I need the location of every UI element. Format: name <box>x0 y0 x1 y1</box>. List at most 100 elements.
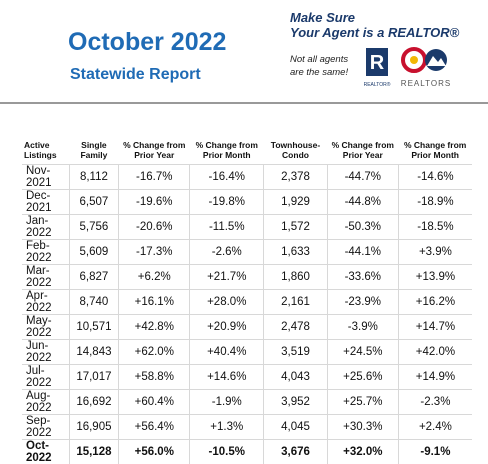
month-cell: Apr-2022 <box>22 290 69 315</box>
value-cell: -44.8% <box>327 190 398 215</box>
value-cell: -18.5% <box>398 215 472 240</box>
value-cell: 3,519 <box>264 340 328 365</box>
divider <box>0 102 488 104</box>
value-cell: -10.5% <box>190 440 264 464</box>
value-cell: -18.9% <box>398 190 472 215</box>
value-cell: -11.5% <box>190 215 264 240</box>
value-cell: 1,633 <box>264 240 328 265</box>
tagline: Make Sure <box>290 10 355 25</box>
month-cell: Sep-2022 <box>22 415 69 440</box>
value-cell: -23.9% <box>327 290 398 315</box>
co-logo <box>410 56 418 64</box>
value-cell: -33.6% <box>327 265 398 290</box>
value-cell: 14,843 <box>69 340 119 365</box>
value-cell: 6,507 <box>69 190 119 215</box>
month-cell: Dec-2021 <box>22 190 69 215</box>
value-cell: +21.7% <box>190 265 264 290</box>
value-cell: +14.7% <box>398 315 472 340</box>
value-cell: +13.9% <box>398 265 472 290</box>
tagline: Your Agent is a REALTOR® <box>290 25 459 40</box>
value-cell: -44.7% <box>327 165 398 190</box>
month-cell: May-2022 <box>22 315 69 340</box>
value-cell: -2.6% <box>190 240 264 265</box>
note: are the same! <box>290 67 348 78</box>
value-cell: +14.9% <box>398 365 472 390</box>
value-cell: +25.7% <box>327 390 398 415</box>
value-cell: +20.9% <box>190 315 264 340</box>
note: Not all agents <box>290 54 348 65</box>
subtitle: Statewide Report <box>70 66 201 84</box>
month-cell: Nov-2021 <box>22 165 69 190</box>
value-cell: 1,572 <box>264 215 328 240</box>
value-cell: -44.1% <box>327 240 398 265</box>
value-cell: 16,692 <box>69 390 119 415</box>
value-cell: 2,161 <box>264 290 328 315</box>
value-cell: -2.3% <box>398 390 472 415</box>
column-header: % Change from Prior Year <box>327 118 398 165</box>
value-cell: +16.2% <box>398 290 472 315</box>
value-cell: 4,045 <box>264 415 328 440</box>
value-cell: -1.9% <box>190 390 264 415</box>
logo-letter: R <box>370 52 385 74</box>
value-cell: -20.6% <box>119 215 190 240</box>
title: October 2022 <box>68 28 226 57</box>
value-cell: 2,478 <box>264 315 328 340</box>
value-cell: +42.0% <box>398 340 472 365</box>
value-cell: +30.3% <box>327 415 398 440</box>
value-cell: -3.9% <box>327 315 398 340</box>
month-cell: Aug-2022 <box>22 390 69 415</box>
logo-text: REALTORS <box>401 79 451 88</box>
value-cell: 4,043 <box>264 365 328 390</box>
column-header: Townhouse-Condo <box>264 118 328 165</box>
value-cell: 5,756 <box>69 215 119 240</box>
value-cell: +3.9% <box>398 240 472 265</box>
value-cell: +56.4% <box>119 415 190 440</box>
value-cell: +42.8% <box>119 315 190 340</box>
value-cell: +56.0% <box>119 440 190 464</box>
value-cell: +58.8% <box>119 365 190 390</box>
value-cell: +25.6% <box>327 365 398 390</box>
value-cell: -17.3% <box>119 240 190 265</box>
value-cell: 3,676 <box>264 440 328 464</box>
value-cell: 6,827 <box>69 265 119 290</box>
month-cell: Feb-2022 <box>22 240 69 265</box>
month-cell: Mar-2022 <box>22 265 69 290</box>
month-cell: Oct-2022 <box>22 440 69 464</box>
value-cell: 3,952 <box>264 390 328 415</box>
value-cell: 16,905 <box>69 415 119 440</box>
column-header: Single Family <box>69 118 119 165</box>
month-cell: Jun-2022 <box>22 340 69 365</box>
column-header: % Change from Prior Year <box>119 118 190 165</box>
logo-text: REALTOR® <box>364 81 391 88</box>
value-cell: 15,128 <box>69 440 119 464</box>
value-cell: -16.7% <box>119 165 190 190</box>
value-cell: 1,860 <box>264 265 328 290</box>
value-cell: +40.4% <box>190 340 264 365</box>
value-cell: +24.5% <box>327 340 398 365</box>
value-cell: 2,378 <box>264 165 328 190</box>
value-cell: 5,609 <box>69 240 119 265</box>
value-cell: 8,112 <box>69 165 119 190</box>
value-cell: +16.1% <box>119 290 190 315</box>
value-cell: 17,017 <box>69 365 119 390</box>
value-cell: 10,571 <box>69 315 119 340</box>
value-cell: +28.0% <box>190 290 264 315</box>
value-cell: +60.4% <box>119 390 190 415</box>
value-cell: 1,929 <box>264 190 328 215</box>
column-header: Active Listings <box>22 118 69 165</box>
